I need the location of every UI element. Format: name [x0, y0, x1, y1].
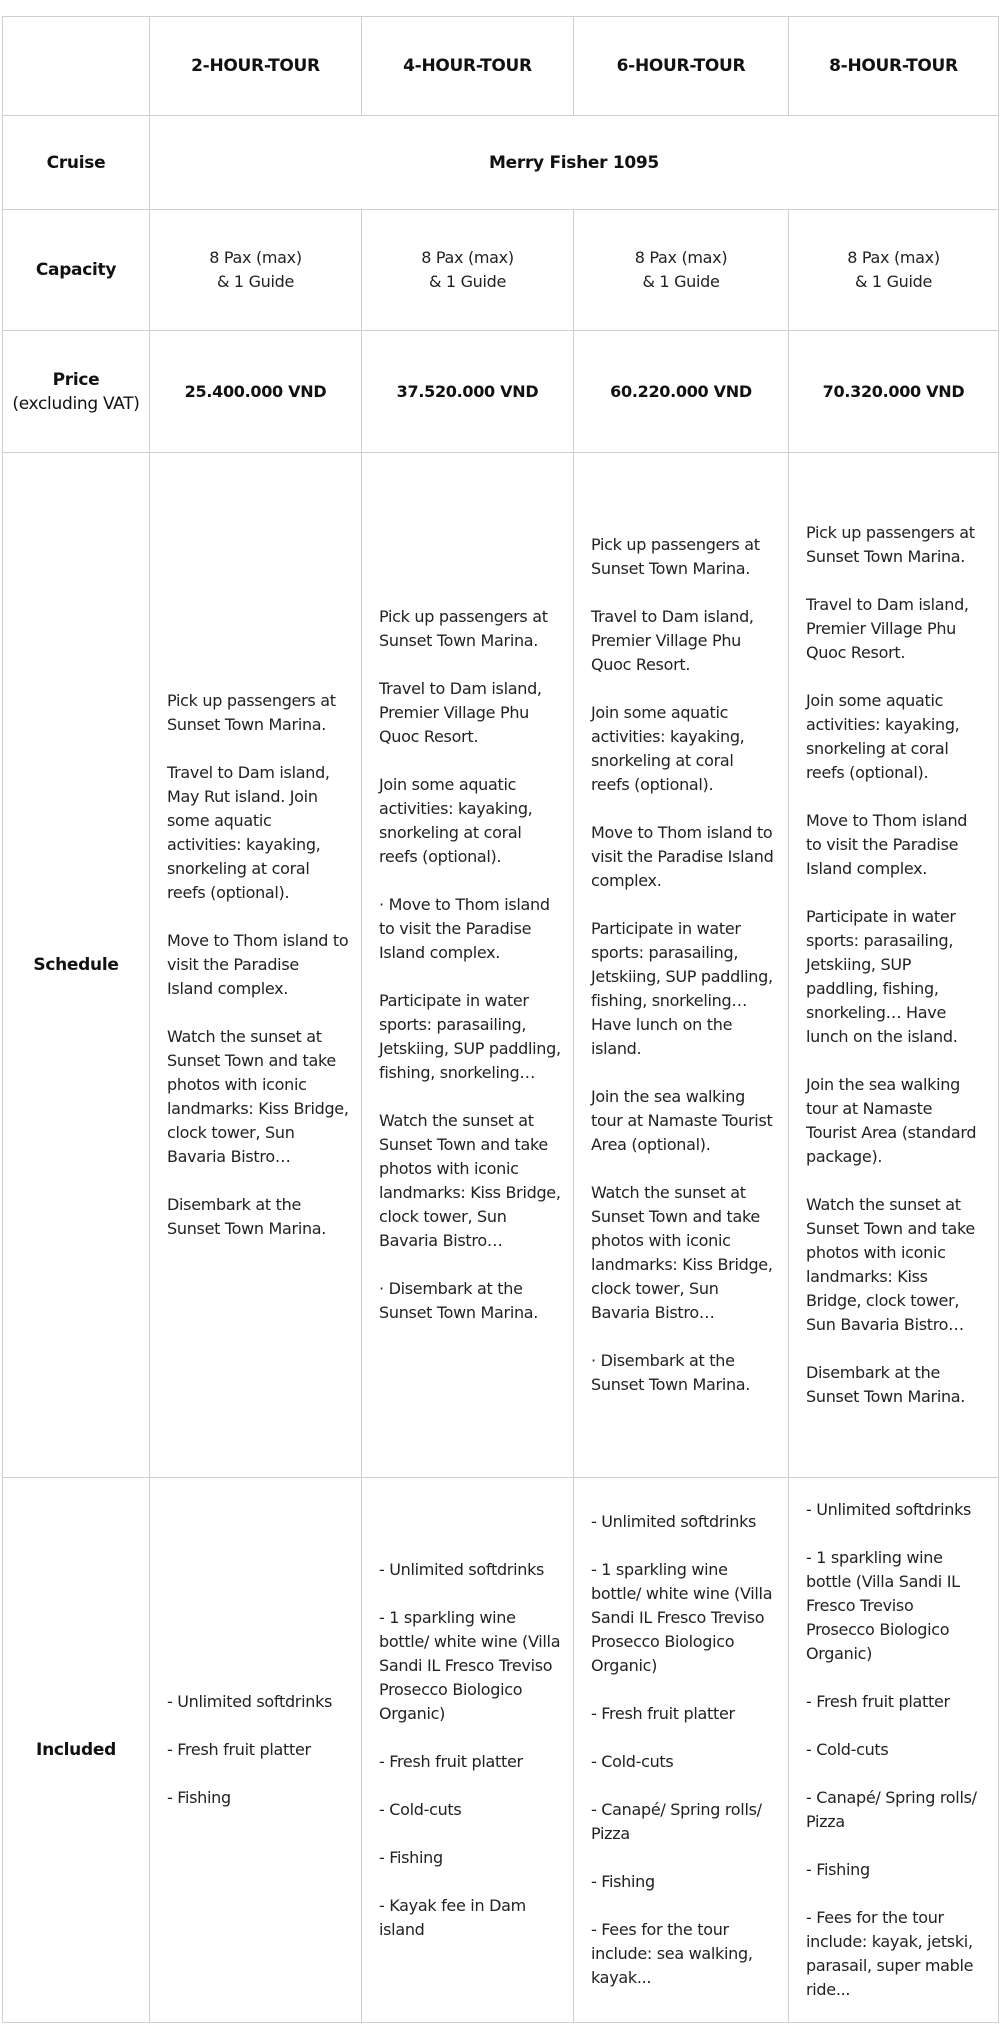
paragraph: - Unlimited softdrinks [591, 1512, 757, 1531]
capacity-line: 8 Pax (max) [634, 248, 728, 267]
paragraph: - 1 sparkling wine bottle/ white wine (V… [379, 1608, 561, 1723]
paragraph: - Cold-cuts [379, 1800, 462, 1819]
capacity-line: & 1 Guide [642, 272, 720, 291]
header-8-hour: 8-HOUR-TOUR [788, 16, 999, 116]
cruise-label: Cruise [2, 115, 150, 210]
paragraph: - Cold-cuts [591, 1752, 674, 1771]
schedule-row: Schedule Pick up passengers at Sunset To… [2, 452, 999, 1478]
paragraph: - Fresh fruit platter [167, 1740, 311, 1759]
price-label-cell: Price (excluding VAT) [2, 330, 150, 453]
paragraph: - Fresh fruit platter [806, 1692, 950, 1711]
paragraph: Participate in water sports: parasailing… [806, 907, 958, 1046]
header-4-hour: 4-HOUR-TOUR [361, 16, 574, 116]
paragraph: Pick up passengers at Sunset Town Marina… [591, 535, 760, 578]
paragraph: - Canapé/ Spring rolls/ Pizza [806, 1788, 977, 1831]
paragraph: Pick up passengers at Sunset Town Marina… [806, 523, 975, 566]
paragraph: - Fishing [167, 1788, 231, 1807]
paragraph: - Fishing [806, 1860, 870, 1879]
paragraph: Pick up passengers at Sunset Town Marina… [167, 691, 336, 734]
paragraph: Watch the sunset at Sunset Town and take… [167, 1027, 349, 1166]
price-value: 25.400.000 VND [149, 330, 362, 453]
paragraph: Disembark at the Sunset Town Marina. [167, 1195, 327, 1238]
paragraph: Join some aquatic activities: kayaking, … [806, 691, 960, 782]
paragraph: Disembark at the Sunset Town Marina. [806, 1363, 966, 1406]
cruise-value: Merry Fisher 1095 [149, 115, 999, 210]
price-row: Price (excluding VAT) 25.400.000 VND 37.5… [2, 330, 999, 453]
paragraph: · Move to Thom island to visit the Parad… [379, 895, 550, 962]
tour-comparison-table: 2-HOUR-TOUR 4-HOUR-TOUR 6-HOUR-TOUR 8-HO… [2, 16, 999, 2023]
capacity-label: Capacity [2, 209, 150, 331]
price-label: Price [52, 369, 100, 390]
paragraph: Watch the sunset at Sunset Town and take… [591, 1183, 773, 1322]
header-row: 2-HOUR-TOUR 4-HOUR-TOUR 6-HOUR-TOUR 8-HO… [2, 16, 999, 116]
paragraph: Move to Thom island to visit the Paradis… [167, 931, 349, 998]
paragraph: Watch the sunset at Sunset Town and take… [379, 1111, 561, 1250]
paragraph: Travel to Dam island, Premier Village Ph… [806, 595, 969, 662]
capacity-line: & 1 Guide [428, 272, 507, 291]
paragraph: Travel to Dam island, Premier Village Ph… [379, 679, 542, 746]
capacity-line: 8 Pax (max) [421, 248, 514, 267]
capacity-cell: 8 Pax (max) & 1 Guide [788, 209, 999, 331]
paragraph: Travel to Dam island, May Rut island. Jo… [167, 763, 330, 902]
paragraph: Watch the sunset at Sunset Town and take… [806, 1195, 975, 1334]
paragraph: - Fresh fruit platter [379, 1752, 523, 1771]
paragraph: - Kayak fee in Dam island [379, 1896, 526, 1939]
schedule-label: Schedule [2, 452, 150, 1478]
paragraph: Travel to Dam island, Premier Village Ph… [591, 607, 754, 674]
paragraph: - Fees for the tour include: sea walking… [591, 1920, 753, 1987]
paragraph: Move to Thom island to visit the Paradis… [806, 811, 968, 878]
paragraph: Pick up passengers at Sunset Town Marina… [379, 607, 548, 650]
schedule-cell: Pick up passengers at Sunset Town Marina… [788, 452, 999, 1478]
capacity-line: 8 Pax (max) [847, 248, 940, 267]
price-value: 37.520.000 VND [361, 330, 574, 453]
paragraph: - Unlimited softdrinks [167, 1692, 333, 1711]
capacity-line: & 1 Guide [216, 272, 295, 291]
paragraph: - Unlimited softdrinks [379, 1560, 545, 1579]
included-label: Included [2, 1477, 150, 2023]
capacity-line: 8 Pax (max) [209, 248, 302, 267]
paragraph: Participate in water sports: parasailing… [591, 919, 773, 1058]
paragraph: - Cold-cuts [806, 1740, 889, 1759]
paragraph: - 1 sparkling wine bottle/ white wine (V… [591, 1560, 773, 1675]
header-6-hour: 6-HOUR-TOUR [573, 16, 789, 116]
header-2-hour: 2-HOUR-TOUR [149, 16, 362, 116]
price-value: 70.320.000 VND [788, 330, 999, 453]
paragraph: Join some aquatic activities: kayaking, … [591, 703, 745, 794]
paragraph: Join the sea walking tour at Namaste Tou… [806, 1075, 977, 1166]
schedule-cell: Pick up passengers at Sunset Town Marina… [149, 452, 362, 1478]
paragraph: - Fishing [379, 1848, 443, 1867]
paragraph: - Unlimited softdrinks [806, 1500, 972, 1519]
paragraph: - Canapé/ Spring rolls/ Pizza [591, 1800, 762, 1843]
schedule-cell: Pick up passengers at Sunset Town Marina… [573, 452, 789, 1478]
paragraph: Participate in water sports: parasailing… [379, 991, 561, 1082]
price-sublabel: (excluding VAT) [12, 393, 140, 414]
paragraph: - Fresh fruit platter [591, 1704, 735, 1723]
included-cell: - Unlimited softdrinks - Fresh fruit plat… [149, 1477, 362, 2023]
included-cell: - Unlimited softdrinks - 1 sparkling wine… [573, 1477, 789, 2023]
capacity-line: & 1 Guide [854, 272, 933, 291]
paragraph: - Fishing [591, 1872, 655, 1891]
paragraph: Move to Thom island to visit the Paradis… [591, 823, 774, 890]
capacity-row: Capacity 8 Pax (max) & 1 Guide 8 Pax (max… [2, 209, 999, 331]
price-value: 60.220.000 VND [573, 330, 789, 453]
schedule-cell: Pick up passengers at Sunset Town Marina… [361, 452, 574, 1478]
cruise-row: Cruise Merry Fisher 1095 [2, 115, 999, 210]
header-empty [2, 16, 150, 116]
paragraph: - Fees for the tour include: kayak, jets… [806, 1908, 974, 1999]
included-row: Included - Unlimited softdrinks - Fresh f… [2, 1477, 999, 2023]
paragraph: · Disembark at the Sunset Town Marina. [591, 1351, 751, 1394]
included-cell: - Unlimited softdrinks - 1 sparkling wine… [361, 1477, 574, 2023]
paragraph: Join some aquatic activities: kayaking, … [379, 775, 533, 866]
paragraph: - 1 sparkling wine bottle (Villa Sandi I… [806, 1548, 960, 1663]
capacity-cell: 8 Pax (max) & 1 Guide [149, 209, 362, 331]
paragraph: · Disembark at the Sunset Town Marina. [379, 1279, 539, 1322]
capacity-cell: 8 Pax (max) & 1 Guide [361, 209, 574, 331]
paragraph: Join the sea walking tour at Namaste Tou… [591, 1087, 773, 1154]
capacity-cell: 8 Pax (max) & 1 Guide [573, 209, 789, 331]
included-cell: - Unlimited softdrinks - 1 sparkling wine… [788, 1477, 999, 2023]
